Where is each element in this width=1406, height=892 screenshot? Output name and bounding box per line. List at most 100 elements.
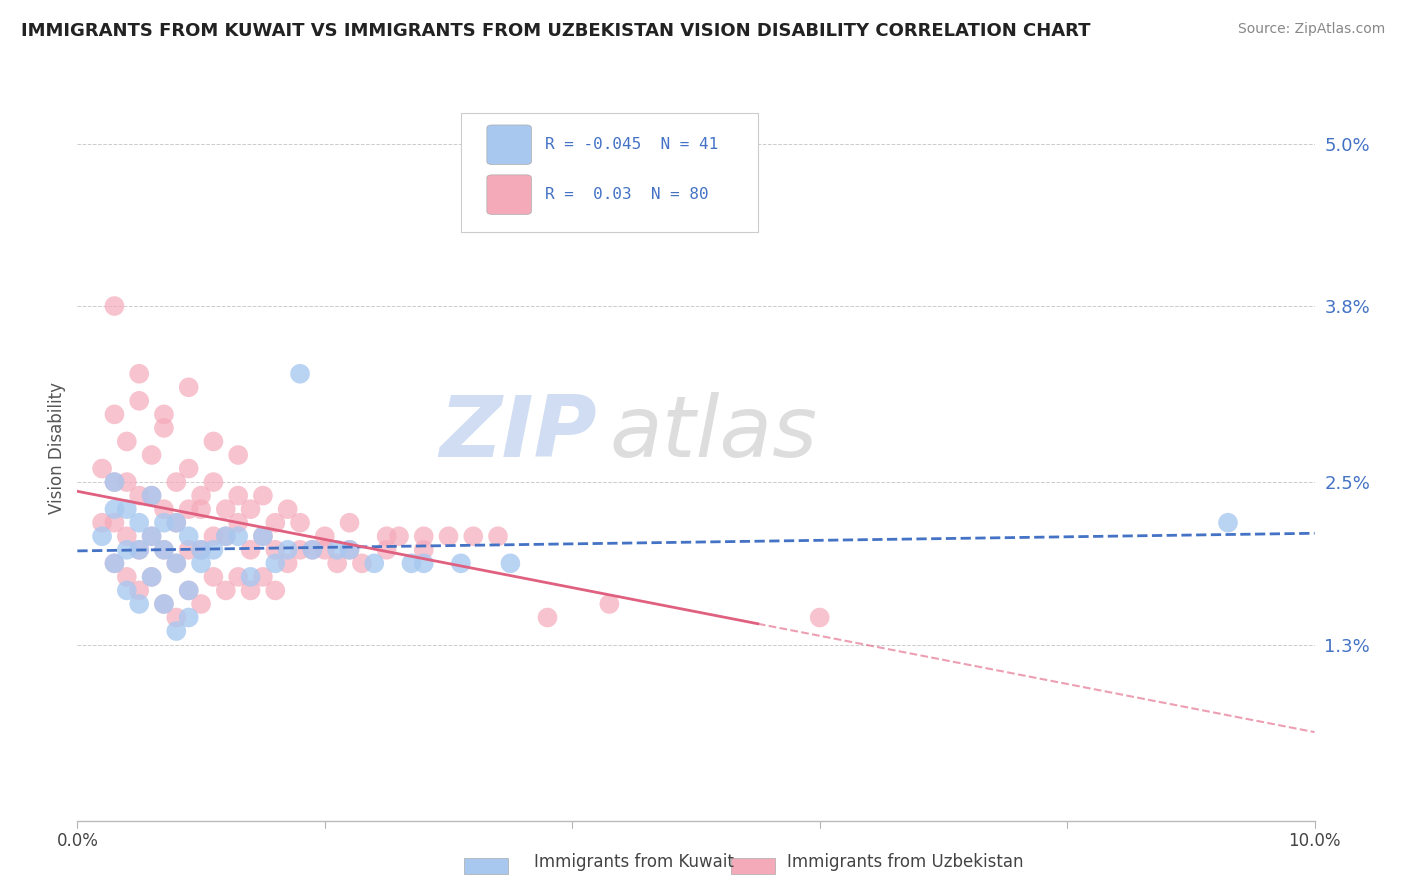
- Point: [165, 624, 187, 638]
- Point: [177, 502, 200, 516]
- Point: [177, 380, 200, 394]
- Point: [202, 475, 225, 489]
- Point: [103, 557, 125, 571]
- Point: [450, 557, 472, 571]
- Point: [128, 489, 150, 503]
- Point: [437, 529, 460, 543]
- Point: [141, 489, 163, 503]
- Bar: [464, 858, 508, 874]
- Point: [350, 557, 373, 571]
- Point: [277, 542, 299, 557]
- Point: [252, 489, 274, 503]
- Point: [115, 502, 138, 516]
- Point: [326, 542, 349, 557]
- Point: [91, 529, 114, 543]
- Point: [264, 516, 287, 530]
- Point: [339, 542, 361, 557]
- Point: [153, 542, 176, 557]
- Text: ZIP: ZIP: [439, 392, 598, 475]
- Point: [301, 542, 323, 557]
- Point: [239, 542, 262, 557]
- Point: [177, 610, 200, 624]
- Point: [128, 542, 150, 557]
- Point: [177, 542, 200, 557]
- Point: [277, 557, 299, 571]
- Point: [412, 529, 434, 543]
- Point: [190, 502, 212, 516]
- Point: [264, 542, 287, 557]
- Point: [153, 542, 176, 557]
- Point: [288, 542, 311, 557]
- Point: [141, 529, 163, 543]
- Point: [226, 489, 249, 503]
- Point: [239, 502, 262, 516]
- Point: [103, 475, 125, 489]
- Point: [115, 529, 138, 543]
- Point: [165, 610, 187, 624]
- Point: [190, 542, 212, 557]
- Point: [190, 542, 212, 557]
- Point: [115, 475, 138, 489]
- Point: [103, 557, 125, 571]
- Point: [153, 502, 176, 516]
- Point: [808, 610, 831, 624]
- Point: [177, 529, 200, 543]
- Point: [91, 516, 114, 530]
- Point: [190, 597, 212, 611]
- Point: [141, 448, 163, 462]
- Point: [239, 570, 262, 584]
- Point: [103, 475, 125, 489]
- Text: Immigrants from Kuwait: Immigrants from Kuwait: [534, 853, 734, 871]
- Point: [128, 516, 150, 530]
- Point: [165, 557, 187, 571]
- Bar: [731, 858, 775, 874]
- Point: [153, 597, 176, 611]
- Point: [128, 597, 150, 611]
- Point: [339, 542, 361, 557]
- Point: [141, 529, 163, 543]
- Point: [375, 542, 398, 557]
- Point: [103, 502, 125, 516]
- Point: [326, 557, 349, 571]
- Point: [215, 529, 238, 543]
- Point: [177, 461, 200, 475]
- Point: [165, 557, 187, 571]
- Point: [401, 557, 423, 571]
- Point: [363, 557, 385, 571]
- Point: [412, 542, 434, 557]
- Point: [103, 408, 125, 422]
- Point: [215, 502, 238, 516]
- Point: [226, 448, 249, 462]
- Point: [141, 489, 163, 503]
- Point: [153, 516, 176, 530]
- Point: [165, 475, 187, 489]
- Point: [177, 583, 200, 598]
- Point: [115, 434, 138, 449]
- Point: [288, 516, 311, 530]
- Text: R =  0.03  N = 80: R = 0.03 N = 80: [546, 187, 709, 202]
- Point: [103, 516, 125, 530]
- Point: [190, 489, 212, 503]
- Point: [388, 529, 411, 543]
- Point: [115, 583, 138, 598]
- Point: [91, 461, 114, 475]
- Point: [264, 557, 287, 571]
- Point: [226, 516, 249, 530]
- FancyBboxPatch shape: [486, 175, 531, 214]
- Point: [252, 529, 274, 543]
- Point: [202, 542, 225, 557]
- Y-axis label: Vision Disability: Vision Disability: [48, 383, 66, 514]
- Point: [165, 516, 187, 530]
- FancyBboxPatch shape: [486, 125, 531, 164]
- Point: [252, 570, 274, 584]
- Point: [1216, 516, 1239, 530]
- Point: [202, 570, 225, 584]
- Point: [215, 529, 238, 543]
- Point: [153, 421, 176, 435]
- Point: [128, 583, 150, 598]
- Point: [115, 570, 138, 584]
- Point: [202, 434, 225, 449]
- Point: [128, 367, 150, 381]
- Point: [226, 570, 249, 584]
- Point: [177, 583, 200, 598]
